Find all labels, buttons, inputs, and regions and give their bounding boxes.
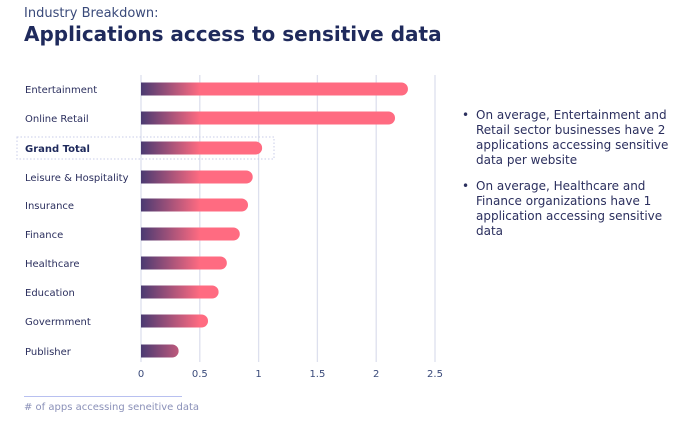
x-tick-label: 2	[373, 369, 379, 380]
category-label: Insurance	[25, 201, 74, 212]
x-axis-label: # of apps accessing seneitive data	[24, 402, 200, 413]
category-label: Finance	[25, 230, 63, 241]
bar	[141, 111, 396, 125]
x-tick-label: 2.5	[427, 369, 443, 380]
chart-title: Applications access to sensitive data	[24, 22, 442, 46]
bar	[141, 170, 253, 184]
notes-list: On average, Entertainment and Retail sec…	[462, 108, 682, 250]
category-label: Grand Total	[25, 144, 90, 155]
axis-label-rule	[24, 396, 182, 397]
x-tick-label: 1	[255, 369, 261, 380]
bar	[141, 198, 249, 212]
bar	[141, 227, 240, 241]
x-tick-label: 0.5	[192, 369, 208, 380]
bar	[141, 344, 179, 358]
category-label: Healthcare	[25, 259, 80, 270]
bar	[141, 256, 227, 270]
category-label: Publisher	[25, 347, 72, 358]
bar	[141, 314, 209, 328]
note-item: On average, Entertainment and Retail sec…	[462, 108, 682, 168]
category-label: Online Retail	[25, 114, 89, 125]
chart-subtitle: Industry Breakdown:	[24, 6, 159, 21]
x-tick-label: 0	[138, 369, 144, 380]
bar	[141, 82, 408, 96]
category-label: Education	[25, 288, 75, 299]
bar	[141, 141, 263, 155]
highlight-box	[16, 136, 275, 160]
note-item: On average, Healthcare and Finance organ…	[462, 179, 682, 239]
category-label: Entertainment	[25, 85, 97, 96]
x-tick-label: 1.5	[309, 369, 325, 380]
category-label: Govermment	[25, 317, 91, 328]
category-label: Leisure & Hospitality	[25, 173, 129, 184]
bar	[141, 285, 219, 299]
